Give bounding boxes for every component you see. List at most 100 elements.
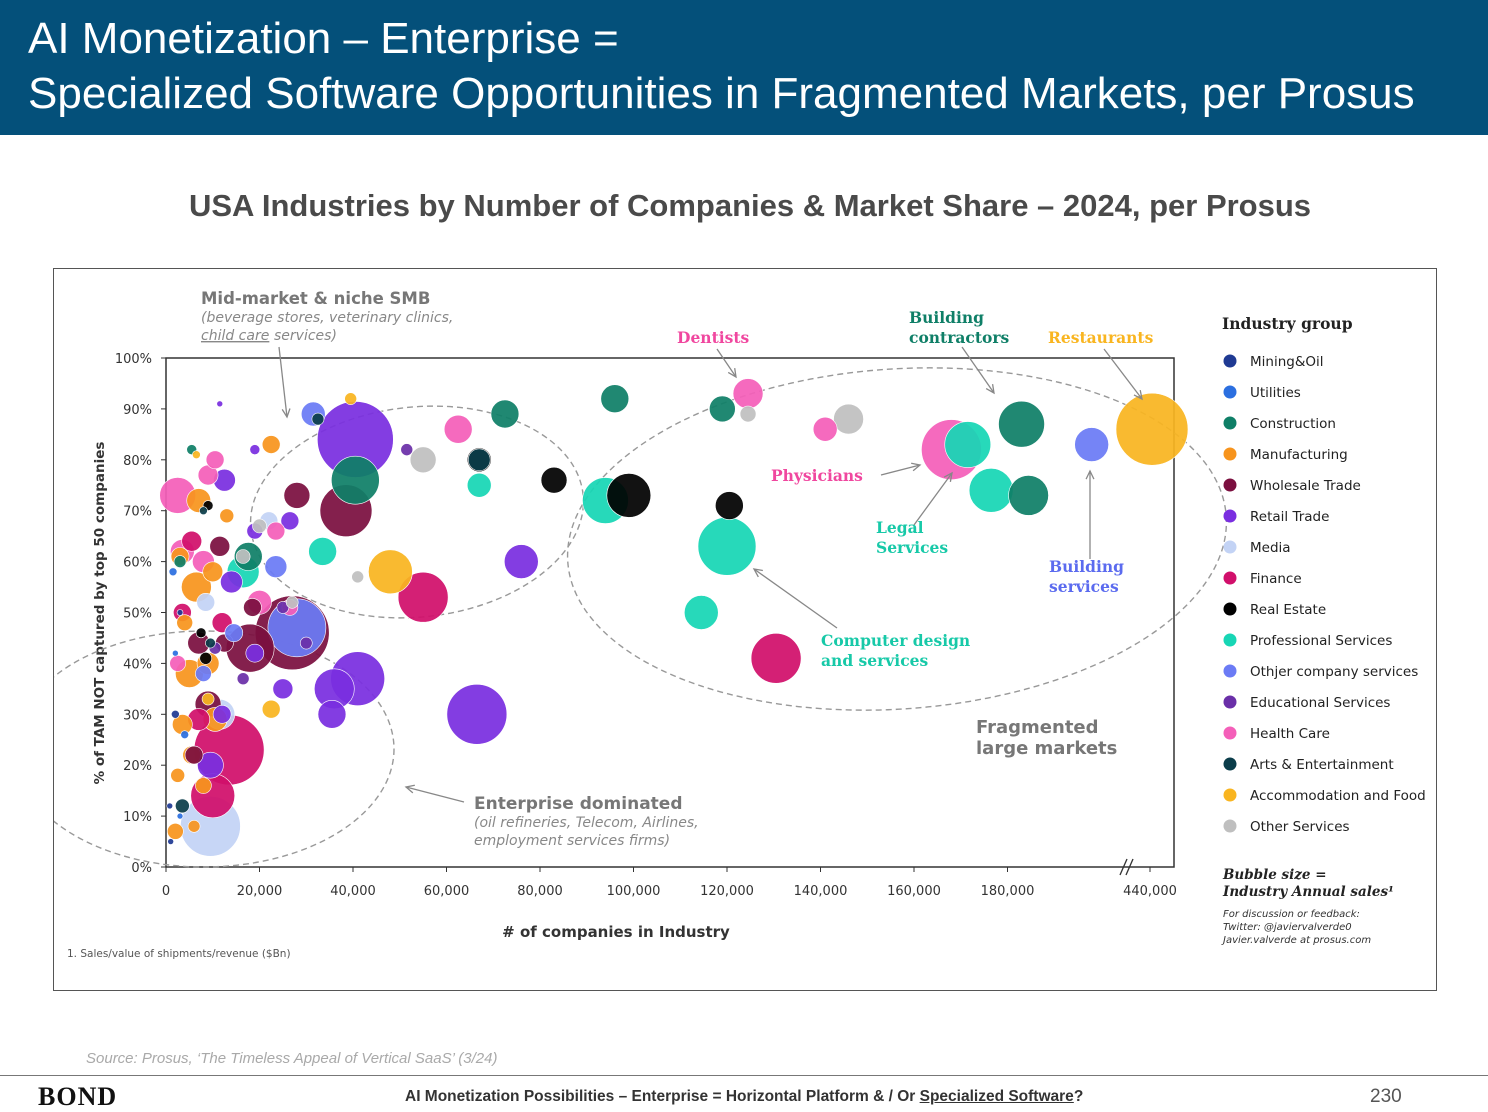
- y-tick-label: 80%: [123, 454, 152, 469]
- arrow-legal-head: [943, 471, 953, 482]
- axis-break-mark: [1125, 858, 1134, 876]
- bubble-arts-entertainment: [311, 412, 325, 426]
- legend-item-label: Media: [1250, 540, 1291, 556]
- legend-item-label: Manufacturing: [1250, 447, 1348, 463]
- arrow-building-contractors-head: [985, 384, 995, 395]
- bubble-health-care: [169, 655, 186, 672]
- bubble-construction: [331, 455, 380, 505]
- legend-item-label: Professional Services: [1250, 633, 1392, 649]
- arrow-legal: [913, 472, 953, 526]
- annotation-building-contractors-2: contractors: [909, 328, 1010, 347]
- bubble-construction: [709, 395, 736, 423]
- x-axis-label: # of companies in Industry: [502, 923, 730, 941]
- slide-header: AI Monetization – Enterprise = Specializ…: [0, 0, 1488, 135]
- bubble-manufacturing: [176, 614, 193, 631]
- bubble-manufacturing: [195, 777, 212, 794]
- y-tick-label: 50%: [123, 607, 152, 622]
- y-tick-label: 20%: [123, 759, 152, 774]
- bubble-mining-oil: [167, 838, 174, 845]
- bubble-othjer-company-services: [195, 665, 212, 682]
- bubble-educational-services: [236, 672, 250, 685]
- bubble-real-estate: [540, 466, 568, 494]
- y-tick-label: 90%: [123, 403, 152, 418]
- legend-swatch: [1223, 664, 1237, 678]
- bubble-professional-services: [968, 468, 1014, 513]
- bubble-educational-services: [299, 636, 313, 650]
- y-tick-label: 40%: [123, 657, 152, 672]
- legend-swatch: [1223, 385, 1237, 399]
- annotation-building-services-2: services: [1049, 577, 1119, 596]
- legend-swatch: [1223, 478, 1237, 492]
- legend-item-label: Retail Trade: [1250, 509, 1329, 525]
- bubble-utilities: [180, 730, 189, 739]
- x-tick-label: 440,000: [1123, 884, 1177, 899]
- annotation-legal-1: Legal: [876, 518, 924, 537]
- bubble-retail-trade: [197, 751, 224, 779]
- footer-caption: AI Monetization Possibilities – Enterpri…: [405, 1088, 1083, 1106]
- bubble-other-services: [409, 446, 437, 474]
- bubble-accommodation-and-food: [192, 450, 201, 460]
- bubble-manufacturing: [261, 435, 281, 454]
- legend-swatch: [1223, 540, 1237, 554]
- arrow-physicians: [880, 464, 921, 476]
- legend-item-label: Construction: [1250, 416, 1336, 432]
- annotation-enterprise-sub2: employment services firms): [474, 833, 670, 849]
- bubble-wholesale-trade: [283, 482, 311, 509]
- bubble-media: [196, 593, 216, 612]
- bubble-manufacturing: [167, 823, 184, 840]
- annotation-restaurants: Restaurants: [1048, 328, 1154, 347]
- legend-swatch: [1223, 726, 1237, 740]
- arrow-midmarket: [278, 346, 288, 418]
- legend-item-label: Mining&Oil: [1250, 354, 1324, 370]
- legend-item-label: Real Estate: [1250, 602, 1326, 618]
- bubble-health-care: [266, 521, 286, 541]
- bubble-educational-services: [400, 443, 414, 456]
- x-tick-label: 140,000: [794, 884, 848, 899]
- source-note: Source: Prosus, ‘The Timeless Appeal of …: [86, 1050, 498, 1067]
- bubble-mining-oil: [171, 709, 180, 719]
- annotation-midmarket-sub1: (beverage stores, veterinary clinics,: [201, 310, 453, 326]
- bubble-chart: 0% 10% 20% 30% 40% 50% 60% 70% 80% 90% 100% 0 20,000…: [54, 289, 1426, 960]
- legend-swatch: [1223, 757, 1237, 771]
- annotation-enterprise-title: Enterprise dominated: [474, 794, 683, 814]
- bubble-other-services: [285, 596, 299, 609]
- chart-subtitle: USA Industries by Number of Companies & …: [188, 188, 1312, 223]
- arrow-computer-design-head: [752, 568, 763, 578]
- bubble-wholesale-trade: [209, 536, 231, 557]
- x-tick-label: 160,000: [887, 884, 941, 899]
- y-tick-label: 10%: [123, 810, 152, 825]
- legend-title: Industry group: [1222, 314, 1353, 333]
- y-tick-label: 60%: [123, 556, 152, 571]
- bubble-manufacturing: [202, 561, 224, 583]
- bubble-real-estate: [199, 652, 213, 665]
- legend-item-label: Finance: [1250, 571, 1302, 587]
- bubble-professional-services: [466, 472, 492, 498]
- legend-swatch: [1223, 633, 1237, 647]
- footnote: 1. Sales/value of shipments/revenue ($Bn…: [67, 948, 291, 960]
- annotation-building-contractors-1: Building: [909, 308, 984, 327]
- arrow-building-contractors: [961, 346, 995, 394]
- y-axis-label: % of TAM NOT captured by top 50 companie…: [92, 442, 108, 785]
- bond-logo: BOND: [38, 1082, 118, 1111]
- bubble-retail-trade: [317, 699, 347, 729]
- arrow-computer-design: [753, 568, 838, 629]
- bubble-finance: [750, 633, 802, 684]
- legend-swatch: [1223, 602, 1237, 616]
- arrow-building-services-head: [1085, 469, 1095, 480]
- annotation-midmarket-sub2-rest: services): [274, 328, 337, 344]
- x-tick-label: 100,000: [607, 884, 661, 899]
- bubble-other-services: [833, 403, 864, 435]
- legend-item-label: Accommodation and Food: [1250, 788, 1426, 804]
- annotation-building-services-1: Building: [1049, 557, 1124, 576]
- bubble-construction: [173, 555, 187, 568]
- bubble-retail-trade: [503, 544, 539, 579]
- legend-item-label: Health Care: [1250, 726, 1330, 742]
- annotation-midmarket-sub2-underlined: child care: [201, 328, 269, 344]
- bubble-other-services: [351, 570, 364, 584]
- bubble-utilities: [172, 649, 179, 657]
- bubble-professional-services: [683, 595, 719, 630]
- y-tick-label: 30%: [123, 708, 152, 723]
- bubble-retail-trade: [280, 511, 300, 531]
- legend-item-label: Utilities: [1250, 385, 1301, 401]
- x-tick-label: 180,000: [981, 884, 1035, 899]
